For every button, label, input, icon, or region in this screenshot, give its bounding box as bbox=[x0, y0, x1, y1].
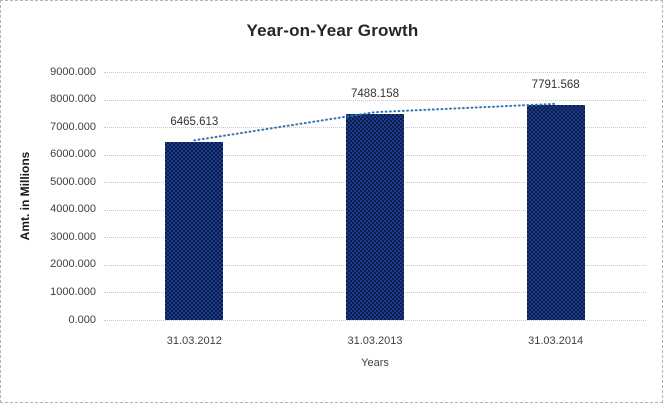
chart-title: Year-on-Year Growth bbox=[246, 21, 419, 40]
bar-value-label: 6465.613 bbox=[170, 115, 219, 128]
y-tick-label: 9000.000 bbox=[50, 65, 96, 78]
y-tick-label: 5000.000 bbox=[50, 175, 96, 188]
bar bbox=[346, 113, 404, 320]
y-tick-label: 0.000 bbox=[68, 313, 96, 326]
y-tick-label: 1000.000 bbox=[50, 285, 96, 298]
y-tick-label: 6000.000 bbox=[50, 148, 96, 161]
gridline bbox=[104, 99, 646, 101]
y-tick-label: 3000.000 bbox=[50, 230, 96, 243]
x-axis-title: Years bbox=[361, 357, 389, 369]
x-category-label: 31.03.2013 bbox=[347, 335, 403, 347]
x-category-label: 31.03.2012 bbox=[166, 335, 222, 347]
y-tick-label: 8000.000 bbox=[50, 93, 96, 106]
bar bbox=[526, 105, 585, 320]
bar-value-label: 7791.568 bbox=[531, 79, 580, 92]
bar bbox=[165, 141, 224, 320]
bar-value-label: 7488.158 bbox=[351, 87, 399, 100]
x-category-label: 31.03.2014 bbox=[528, 335, 584, 347]
y-axis-title: Amt. in Millions bbox=[18, 151, 32, 241]
y-tick-label: 2000.000 bbox=[50, 258, 96, 271]
y-tick-label: 4000.000 bbox=[50, 203, 96, 216]
gridline bbox=[104, 320, 646, 321]
y-tick-label: 7000.000 bbox=[50, 120, 96, 133]
gridline bbox=[104, 72, 646, 73]
